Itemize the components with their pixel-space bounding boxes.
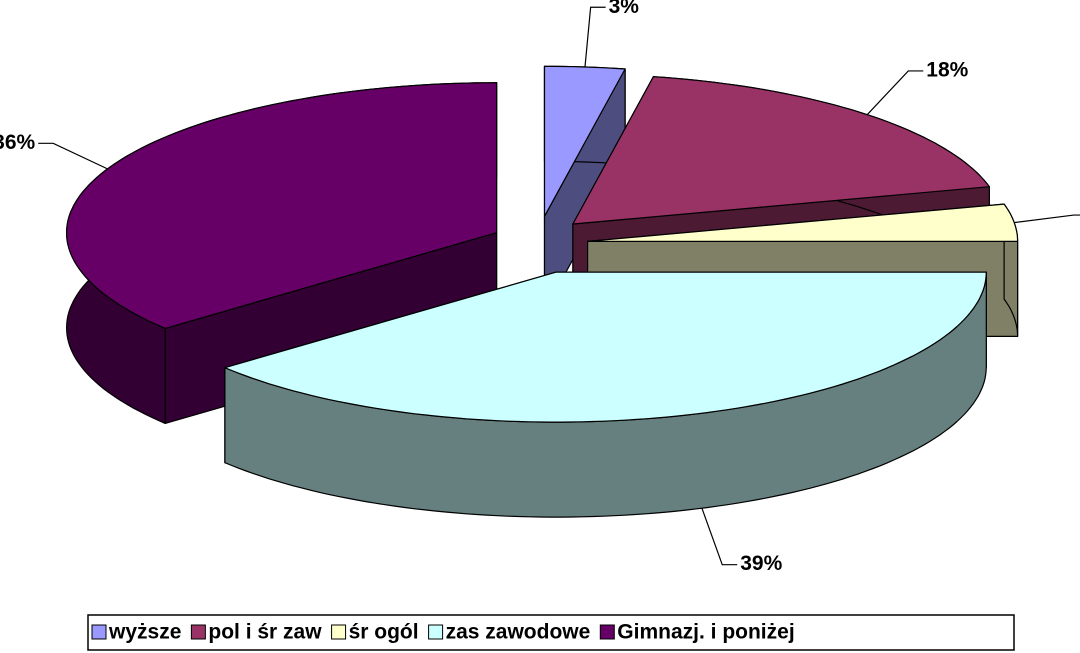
legend-swatch bbox=[331, 624, 347, 640]
leader-line bbox=[866, 70, 924, 116]
leader-line bbox=[38, 142, 108, 170]
slice-top bbox=[66, 82, 498, 329]
legend-swatch bbox=[428, 624, 444, 640]
legend-swatch bbox=[91, 624, 107, 640]
leader-line bbox=[1014, 214, 1080, 224]
legend-swatch bbox=[599, 624, 615, 640]
data-label: 3% bbox=[609, 0, 640, 18]
data-label: 18% bbox=[926, 58, 968, 81]
data-label: 39% bbox=[740, 552, 782, 575]
leader-line bbox=[584, 6, 606, 68]
legend-swatch bbox=[190, 624, 206, 640]
legend-label: zas zawodowe bbox=[446, 621, 591, 644]
slice-top bbox=[587, 203, 1019, 242]
data-label: 36% bbox=[0, 131, 36, 154]
legend-label: pol i śr zaw bbox=[208, 621, 322, 644]
slice-top bbox=[543, 65, 626, 217]
pie-slice bbox=[224, 271, 987, 518]
legend-label: wyższe bbox=[108, 621, 181, 644]
legend-label: Gimnazj. i poniżej bbox=[617, 621, 794, 644]
leader-line bbox=[701, 508, 738, 566]
legend-box bbox=[87, 614, 1015, 651]
legend-label: śr ogól bbox=[349, 621, 419, 644]
slice-top bbox=[224, 271, 987, 423]
slice-top bbox=[572, 76, 990, 225]
